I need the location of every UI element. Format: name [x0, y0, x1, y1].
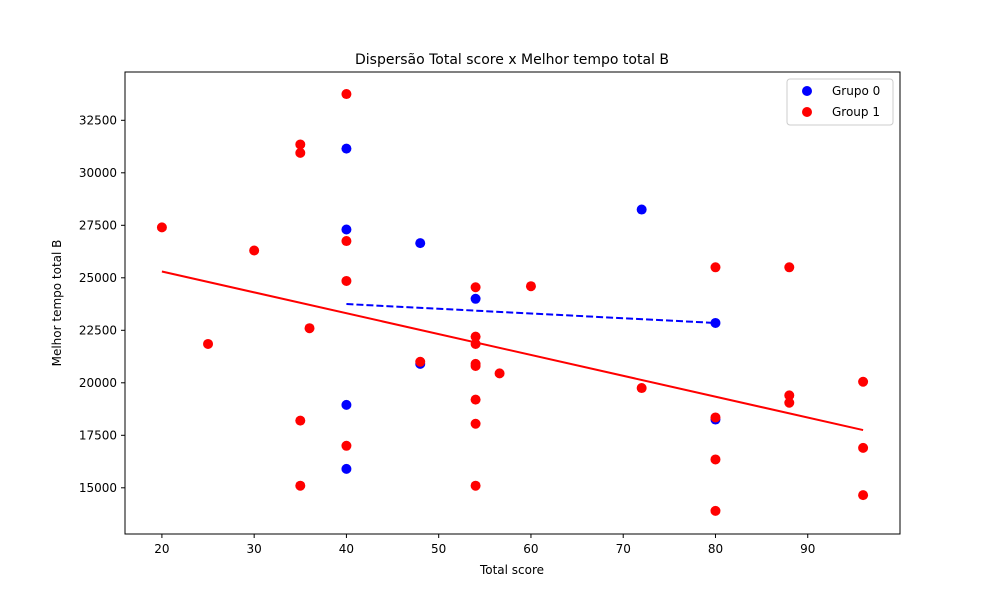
chart-title: Dispersão Total score x Melhor tempo tot…	[355, 52, 669, 68]
scatter-point	[295, 480, 306, 491]
scatter-point	[636, 383, 647, 394]
scatter-point	[858, 442, 869, 453]
scatter-point	[295, 415, 306, 426]
x-tick-label: 30	[247, 542, 262, 556]
x-tick-label: 80	[708, 542, 723, 556]
scatter-point	[341, 440, 352, 451]
axes: 20 30 40 50 60 70 80 90 15000 17500 20000 22500 2500…	[79, 113, 816, 556]
x-tick-label: 20	[154, 542, 169, 556]
scatter-point	[858, 376, 869, 387]
x-tick-label: 90	[800, 542, 815, 556]
x-tick-label: 70	[616, 542, 631, 556]
trendline	[346, 303, 716, 324]
scatter-point	[295, 147, 306, 158]
scatter-point	[494, 368, 505, 379]
y-tick-label: 22500	[79, 323, 117, 337]
y-tick-label: 20000	[79, 376, 117, 390]
scatter-point	[156, 222, 167, 233]
scatter-point	[784, 397, 795, 408]
x-tick-label: 50	[431, 542, 446, 556]
scatter-point	[304, 323, 315, 334]
scatter-point	[341, 89, 352, 100]
scatter-point	[525, 281, 536, 292]
scatter-point	[858, 490, 869, 501]
scatter-point	[710, 505, 721, 516]
scatter-point	[470, 331, 481, 342]
y-tick-label: 30000	[79, 166, 117, 180]
scatter-point	[341, 399, 352, 410]
scatter-point	[295, 139, 306, 150]
scatter-point	[249, 245, 260, 256]
y-axis-label: Melhor tempo total B	[50, 240, 64, 367]
scatter-point	[636, 204, 647, 215]
scatter-point	[470, 394, 481, 405]
legend-box	[786, 78, 894, 126]
x-axis-label: Total score	[479, 563, 544, 577]
legend-label-group-1: Group 1	[832, 105, 880, 119]
scatter-point	[470, 418, 481, 429]
legend-marker-group-1	[802, 107, 812, 117]
plot-frame	[124, 71, 901, 535]
scatter-point	[341, 275, 352, 286]
y-tick-label: 15000	[79, 481, 117, 495]
scatter-point	[341, 143, 352, 154]
scatter-point	[415, 356, 426, 367]
scatter-point	[470, 361, 481, 371]
scatter-point	[710, 317, 721, 328]
scatter-point	[710, 262, 721, 273]
x-tick-label: 60	[523, 542, 538, 556]
scatter-point	[341, 236, 352, 247]
y-tick-label: 27500	[79, 218, 117, 232]
scatter-point	[341, 463, 352, 474]
scatter-point	[415, 238, 426, 249]
scatter-point	[784, 390, 795, 401]
legend: Grupo 0 Group 1	[786, 78, 894, 126]
scatter-point	[784, 262, 795, 273]
legend-marker-grupo-0	[802, 86, 812, 96]
x-tick-label: 40	[339, 542, 354, 556]
plot-marks	[156, 89, 869, 516]
y-tick-label: 25000	[79, 271, 117, 285]
scatter-point	[470, 480, 481, 491]
scatter-point	[470, 293, 481, 304]
legend-label-grupo-0: Grupo 0	[832, 84, 880, 98]
scatter-point	[710, 412, 721, 423]
scatter-point	[203, 338, 214, 349]
scatter-point	[710, 454, 721, 465]
y-tick-label: 17500	[79, 428, 117, 442]
trendline	[161, 270, 864, 432]
scatter-point	[470, 282, 481, 293]
y-tick-label: 32500	[79, 113, 117, 127]
scatter-point	[341, 224, 352, 235]
